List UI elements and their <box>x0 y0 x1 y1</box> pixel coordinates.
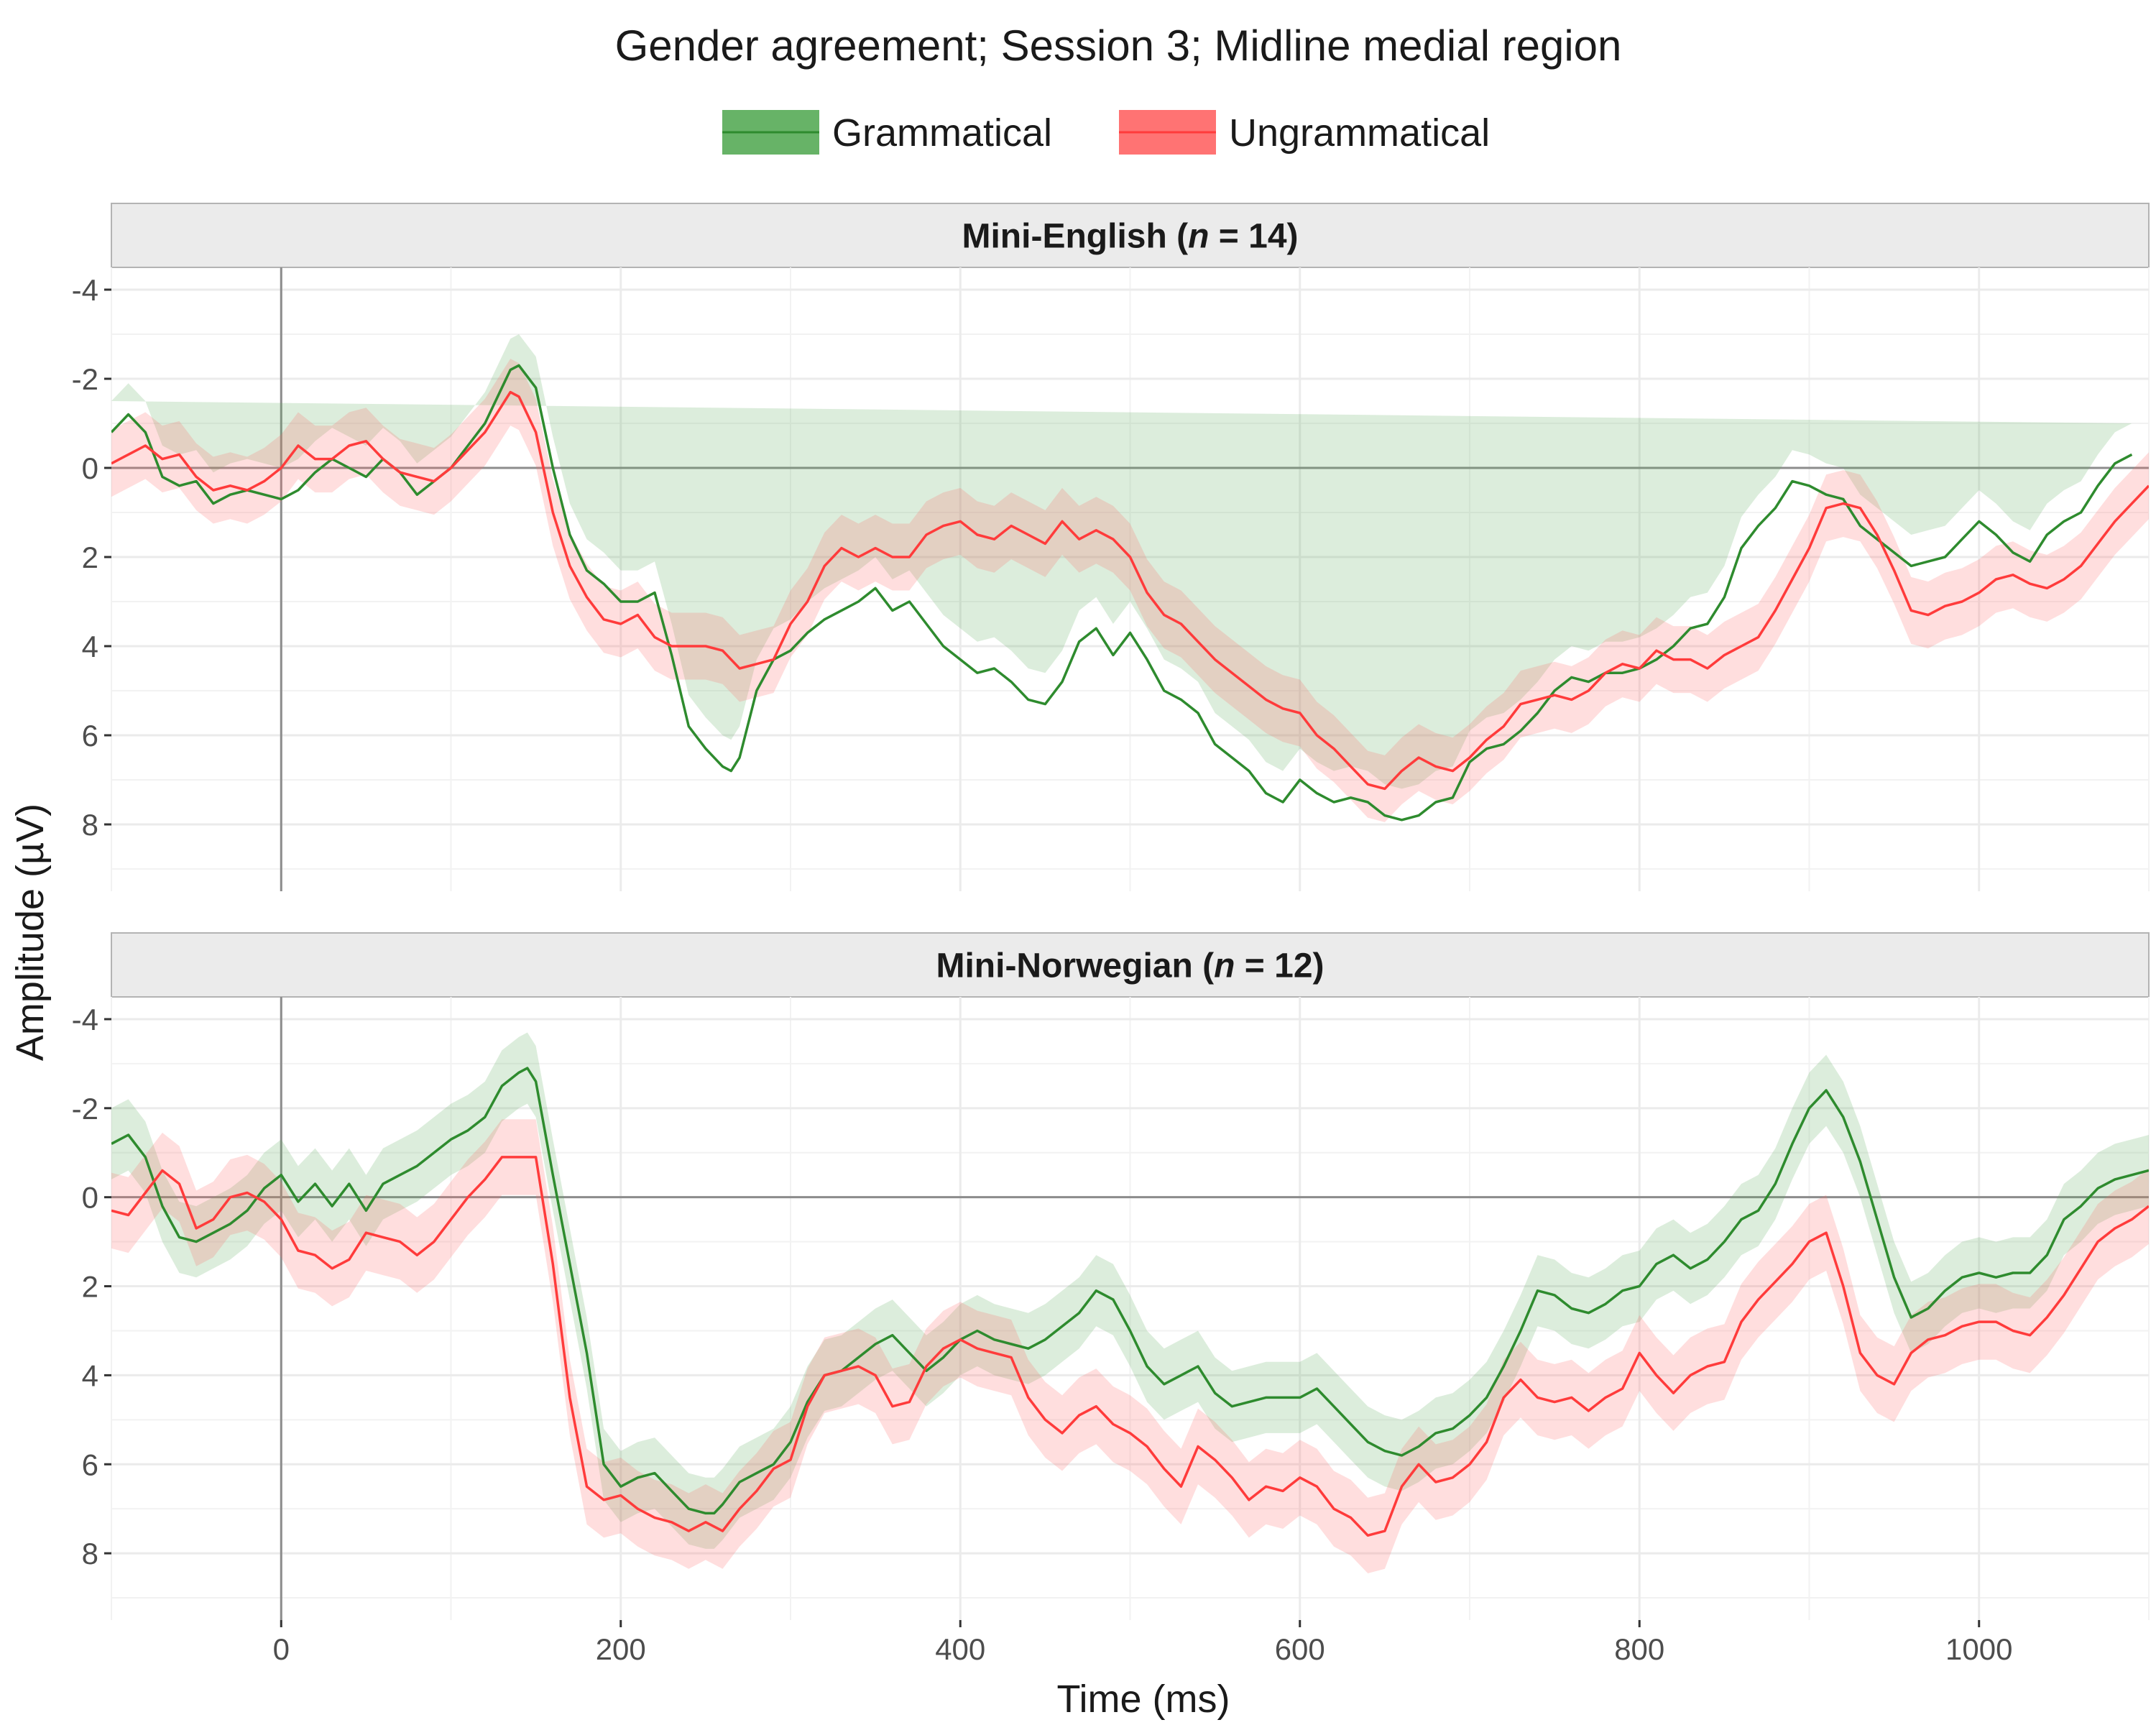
y-tick-label: 8 <box>82 1537 98 1570</box>
panel-strip <box>111 203 2150 268</box>
panel-1: Mini-English (n = 14) -4 -2 0 2 4 6 8 <box>72 203 2150 891</box>
y-tick-label: 8 <box>82 808 98 842</box>
y-tick-label: -2 <box>72 1092 98 1126</box>
panel-strip-label: Mini-Norwegian (n = 12) <box>936 947 1324 985</box>
series-line-ungrammatical <box>111 390 2149 791</box>
y-tick-label: 0 <box>82 451 98 485</box>
panel-strip-label: Mini-English (n = 14) <box>962 218 1298 256</box>
chart-title: Gender agreement; Session 3; Midline med… <box>615 22 1622 70</box>
y-tick-label: 2 <box>82 540 98 574</box>
x-tick-label: 800 <box>1614 1632 1664 1666</box>
y-tick-label: -4 <box>72 273 98 307</box>
ribbon-ungrammatical <box>111 359 2149 822</box>
panel-2: Mini-Norwegian (n = 12) -4 -2 0 2 4 6 8 <box>72 932 2150 1620</box>
ribbon-ungrammatical <box>111 1119 2149 1573</box>
y-tick-label: 4 <box>82 630 98 663</box>
series-line-ungrammatical <box>111 1156 2149 1537</box>
series-line-grammatical <box>111 1067 2149 1515</box>
x-tick-label: 400 <box>935 1632 985 1666</box>
x-tick-label: 200 <box>596 1632 646 1666</box>
legend-label-ungrammatical: Ungrammatical <box>1229 111 1490 155</box>
legend: Grammatical Ungrammatical <box>722 110 1490 155</box>
x-tick-label: 1000 <box>1945 1632 2012 1666</box>
x-tick-label: 600 <box>1275 1632 1325 1666</box>
panel-strip <box>111 932 2150 998</box>
panel-data <box>111 1032 2149 1573</box>
legend-label-grammatical: Grammatical <box>832 111 1052 155</box>
y-tick-label: 4 <box>82 1358 98 1392</box>
y-tick-label: 2 <box>82 1270 98 1304</box>
x-axis-title: Time (ms) <box>1057 1678 1230 1721</box>
y-tick-label: 6 <box>82 719 98 753</box>
y-tick-label: 6 <box>82 1448 98 1481</box>
panel-data <box>111 334 2149 822</box>
y-tick-label: -2 <box>72 362 98 396</box>
chart-panels: Mini-English (n = 14)-4-202468Mini-Norwe… <box>72 203 2150 1620</box>
x-axis: 0 200 400 600 800 1000 <box>273 1620 2012 1666</box>
y-tick-label: -4 <box>72 1003 98 1036</box>
y-tick-label: 0 <box>82 1181 98 1215</box>
x-tick-label: 0 <box>273 1632 290 1666</box>
y-axis-title: Amplitude (µV) <box>9 804 52 1061</box>
ribbon-grammatical <box>111 334 2132 789</box>
